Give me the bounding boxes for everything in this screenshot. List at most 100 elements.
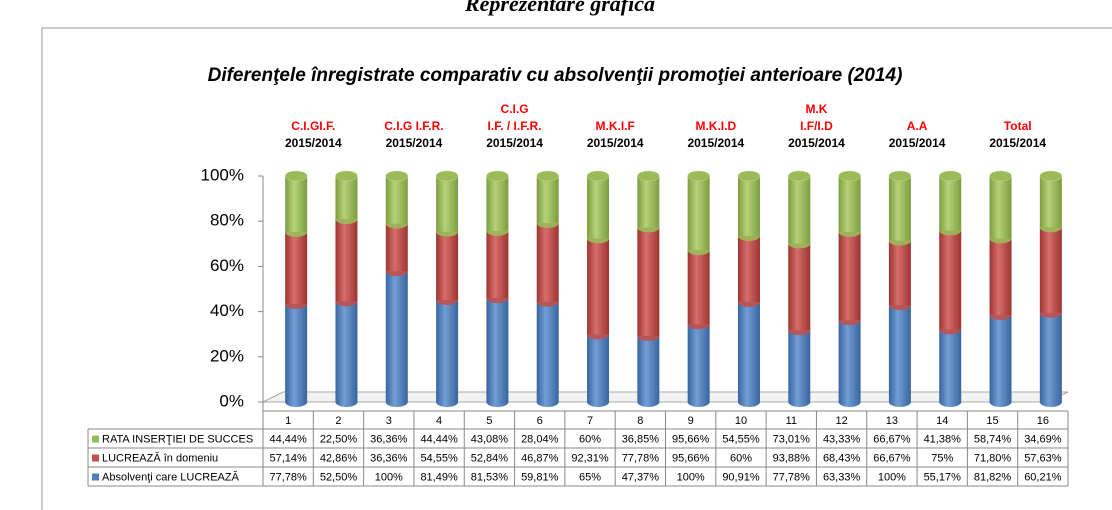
bar-segment (436, 231, 459, 300)
annotation-label: A.A (907, 119, 928, 133)
annotation-period: 2015/2014 (587, 136, 644, 150)
table-value: 65% (579, 471, 601, 483)
bar-segment (536, 176, 559, 224)
bar-segment (637, 335, 660, 402)
legend-label: RATA INSERŢIEI DE SUCCES (102, 433, 253, 445)
bar-segment (436, 299, 459, 402)
table-value: 46,87% (521, 452, 559, 464)
bar-segment (888, 240, 911, 306)
table-value: 75% (931, 452, 953, 464)
bar-segment (486, 230, 509, 299)
y-tick-label: 40% (210, 301, 244, 320)
table-value: 60% (579, 433, 601, 445)
table-value: 36,36% (370, 452, 408, 464)
cylinder-top (536, 170, 559, 182)
cylinder-top (385, 170, 409, 182)
table-value: 73,01% (773, 433, 811, 445)
annotation-label: M.K (805, 102, 827, 116)
super-title: Reprezentare grafică (464, 0, 655, 16)
table-value: 92,31% (571, 452, 609, 464)
x-tick-label: 11 (786, 415, 797, 427)
bar-segment (788, 176, 811, 244)
bar-segment (335, 219, 358, 302)
table-value: 52,84% (471, 452, 509, 464)
cylinder-top (938, 170, 962, 182)
annotation-period: 2015/2014 (386, 136, 443, 150)
y-tick-label: 100% (201, 165, 244, 184)
x-tick-label: 13 (886, 415, 898, 427)
bar-segment (587, 238, 610, 335)
table-value: 57,14% (270, 452, 308, 464)
bar-segment (939, 230, 962, 330)
table-value: 60,21% (1024, 471, 1062, 483)
x-tick-label: 12 (835, 415, 847, 427)
y-tick-label: 80% (210, 211, 244, 230)
bar-segment (838, 176, 861, 232)
cylinder-top (788, 170, 811, 182)
cylinder-top (435, 170, 459, 182)
table-value: 43,08% (471, 433, 509, 445)
cylinder-top (284, 170, 308, 182)
table-value: 81,53% (471, 471, 509, 483)
annotation-period: 2015/2014 (486, 136, 543, 150)
table-value: 93,88% (773, 452, 811, 464)
bar-segment (335, 301, 358, 402)
bar-segment (888, 305, 911, 402)
bar-segment (939, 329, 962, 402)
annotation-label: C.I.GI.F. (291, 119, 335, 133)
x-tick-label: 9 (688, 415, 694, 427)
bar-segment (486, 298, 509, 402)
table-value: 81,49% (420, 471, 458, 483)
bar-segment (385, 223, 408, 272)
cylinder-top (1039, 170, 1063, 182)
annotation-label: I.F/I.D (800, 119, 833, 133)
annotation-period: 2015/2014 (687, 136, 744, 150)
bar-segment (637, 176, 660, 228)
x-tick-label: 6 (537, 415, 543, 427)
legend-label: Absolvenţi care LUCREAZĂ (102, 470, 240, 483)
legend-swatch (92, 473, 99, 481)
table-value: 57,63% (1024, 452, 1062, 464)
x-tick-label: 1 (285, 415, 291, 427)
table-value: 90,91% (722, 471, 760, 483)
bar-segment (637, 227, 660, 336)
x-tick-label: 2 (335, 415, 341, 427)
x-tick-label: 4 (436, 415, 442, 427)
table-value: 58,74% (974, 433, 1012, 445)
annotation-label: Total (1004, 119, 1032, 133)
bar-segment (737, 302, 760, 402)
cylinder-top (486, 170, 509, 182)
bar-segment (1039, 227, 1062, 313)
x-tick-label: 7 (587, 415, 593, 427)
bar-segment (587, 176, 610, 239)
table-value: 54,55% (722, 433, 760, 445)
bar-segment (486, 176, 509, 231)
bar-segment (436, 176, 459, 232)
x-tick-label: 3 (386, 415, 392, 427)
x-tick-label: 8 (637, 415, 643, 427)
bar-segment (385, 271, 408, 402)
table-value: 47,37% (622, 471, 660, 483)
table-value: 68,43% (823, 452, 861, 464)
bar-segment (385, 176, 408, 224)
cylinder-top (989, 170, 1012, 182)
cylinder-top (687, 170, 710, 182)
bar-segment (989, 238, 1012, 315)
annotation-period: 2015/2014 (285, 136, 342, 150)
table-value: 100% (878, 471, 906, 483)
annotation-label: C.I.G (501, 102, 529, 116)
table-value: 66,67% (873, 452, 911, 464)
cylinder-top (838, 170, 861, 182)
table-value: 77,78% (773, 471, 811, 483)
bar-segment (1039, 312, 1062, 402)
legend-swatch (92, 435, 99, 443)
table-value: 100% (677, 471, 705, 483)
bar-segment (687, 324, 710, 402)
bar-segment (536, 301, 559, 402)
y-tick-label: 60% (210, 256, 244, 275)
table-value: 66,67% (873, 433, 911, 445)
table-value: 95,66% (672, 433, 710, 445)
annotation-period: 2015/2014 (889, 136, 946, 150)
